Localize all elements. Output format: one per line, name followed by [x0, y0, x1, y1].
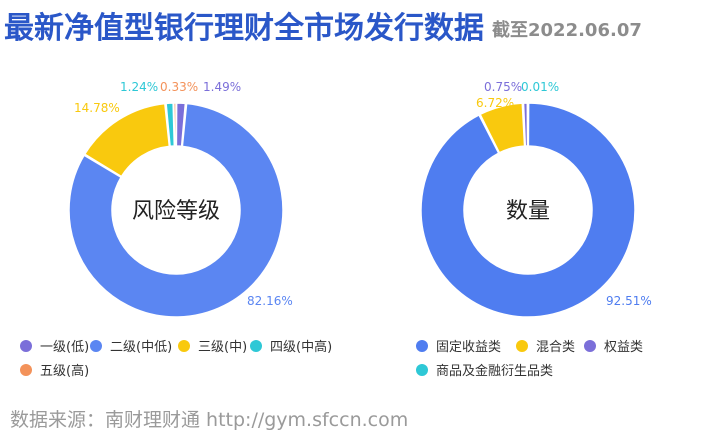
- legend-item-1-2[interactable]: 权益类: [584, 338, 643, 358]
- slice-label-0-1: 82.16%: [247, 294, 293, 308]
- legend-label: 五级(高): [40, 364, 90, 379]
- legend-dot-icon: [178, 340, 190, 352]
- legend-item-1-1[interactable]: 混合类: [516, 338, 575, 358]
- slice-label-1-3: 0.01%: [521, 80, 559, 94]
- data-source: 数据来源：南财理财通 http://gym.sfccn.com: [10, 409, 409, 431]
- slice-label-1-1: 6.72%: [476, 96, 514, 110]
- legend-dot-icon: [516, 340, 528, 352]
- slice-0-4: [173, 102, 177, 147]
- legend-item-0-2[interactable]: 三级(中): [178, 338, 247, 358]
- legend-label: 固定收益类: [436, 340, 502, 355]
- legend-label: 混合类: [536, 340, 576, 355]
- legend-dot-icon: [416, 340, 428, 352]
- slice-0-1: [68, 102, 284, 318]
- slice-label-1-0: 92.51%: [606, 294, 652, 308]
- slice-label-0-2: 14.78%: [74, 101, 120, 115]
- chart-title-bar: 最新净值型银行理财全市场发行数据 截至2022.06.07: [4, 2, 642, 56]
- slice-0-2: [83, 102, 171, 178]
- center-label-1: 数量: [506, 199, 550, 224]
- legend-label: 四级(中高): [270, 340, 333, 355]
- legend-dot-icon: [20, 364, 32, 376]
- legend-label: 商品及金融衍生品类: [436, 364, 554, 379]
- slice-1-0: [420, 102, 636, 318]
- page-title: 最新净值型银行理财全市场发行数据: [4, 11, 484, 46]
- legend-dot-icon: [20, 340, 32, 352]
- legend-dot-icon: [90, 340, 102, 352]
- legend-label: 权益类: [604, 340, 644, 355]
- legend-item-1-3[interactable]: 商品及金融衍生品类: [416, 362, 553, 382]
- legend-item-0-0[interactable]: 一级(低): [20, 338, 89, 358]
- slice-label-1-2: 0.75%: [484, 80, 522, 94]
- center-label-0: 风险等级: [132, 199, 220, 224]
- legend-item-0-1[interactable]: 二级(中低): [90, 338, 172, 358]
- slice-1-1: [479, 102, 526, 154]
- legend-label: 一级(低): [40, 340, 90, 355]
- legend-dot-icon: [250, 340, 262, 352]
- legend-item-0-4[interactable]: 五级(高): [20, 362, 89, 382]
- date-note: 截至2022.06.07: [492, 20, 642, 41]
- legend-item-0-3[interactable]: 四级(中高): [250, 338, 332, 358]
- legend-label: 三级(中): [198, 340, 248, 355]
- legend-item-1-0[interactable]: 固定收益类: [416, 338, 501, 358]
- slice-0-0: [175, 102, 187, 148]
- legend-label: 二级(中低): [110, 340, 173, 355]
- slice-label-0-4: 0.33%: [160, 80, 198, 94]
- slice-label-0-0: 1.49%: [203, 80, 241, 94]
- legend-dot-icon: [416, 364, 428, 376]
- legend-dot-icon: [584, 340, 596, 352]
- slice-label-0-3: 1.24%: [120, 80, 158, 94]
